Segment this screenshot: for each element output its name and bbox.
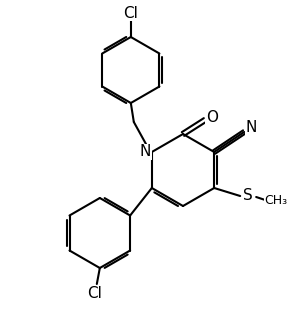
Text: Cl: Cl xyxy=(123,5,138,20)
Text: S: S xyxy=(243,189,253,204)
Text: O: O xyxy=(206,110,218,126)
Text: N: N xyxy=(245,121,257,135)
Text: N: N xyxy=(140,144,151,160)
Text: Cl: Cl xyxy=(87,286,102,301)
Text: CH₃: CH₃ xyxy=(265,195,288,208)
